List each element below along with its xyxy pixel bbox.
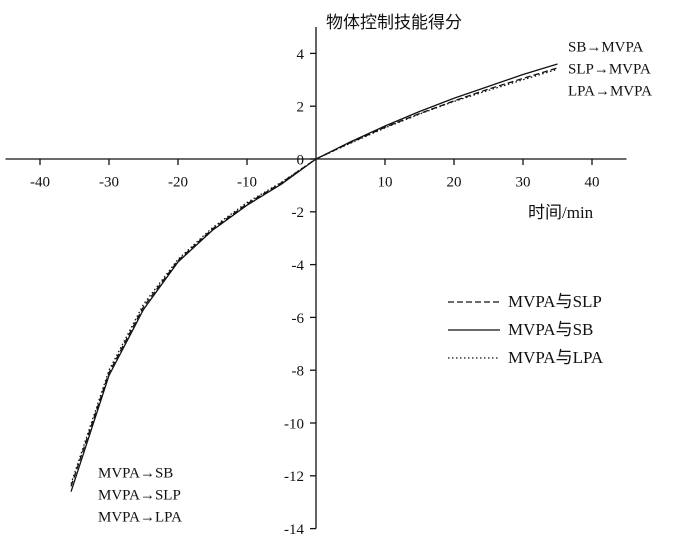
annotation: LPA→MVPA: [568, 83, 652, 99]
annotation: MVPA→SLP: [98, 487, 181, 503]
x-tick-label: 20: [447, 174, 462, 190]
y-tick-label: -2: [292, 205, 305, 221]
x-tick-label: 40: [585, 174, 600, 190]
y-tick-label: -12: [284, 469, 304, 485]
y-tick-label: 4: [297, 47, 305, 63]
legend-label: MVPA与SB: [508, 320, 593, 339]
x-tick-label: -20: [168, 174, 188, 190]
y-tick-label: -6: [292, 311, 305, 327]
series-line: [70, 63, 558, 492]
y-tick-label: -4: [292, 258, 305, 274]
annotation: MVPA→LPA: [98, 509, 182, 525]
x-tick-label: 30: [516, 174, 531, 190]
legend-label: MVPA与SLP: [508, 292, 602, 311]
x-axis-label: 时间/min: [528, 203, 594, 222]
annotation: MVPA→SB: [98, 465, 173, 481]
y-axis-label: 物体控制技能得分: [326, 13, 462, 32]
x-tick-label: -30: [99, 174, 119, 190]
annotation: SB→MVPA: [568, 39, 643, 55]
y-tick-label: -8: [292, 364, 305, 380]
y-tick-label: -14: [284, 522, 304, 538]
y-tick-label: -10: [284, 416, 304, 432]
x-tick-label: -10: [237, 174, 257, 190]
x-tick-label: 10: [378, 174, 393, 190]
y-tick-label: 0: [297, 152, 305, 168]
series-line: [70, 68, 558, 484]
y-tick-label: 2: [297, 100, 305, 116]
legend-label: MVPA与LPA: [508, 348, 604, 367]
x-tick-label: -40: [30, 174, 50, 190]
annotation: SLP→MVPA: [568, 61, 651, 77]
